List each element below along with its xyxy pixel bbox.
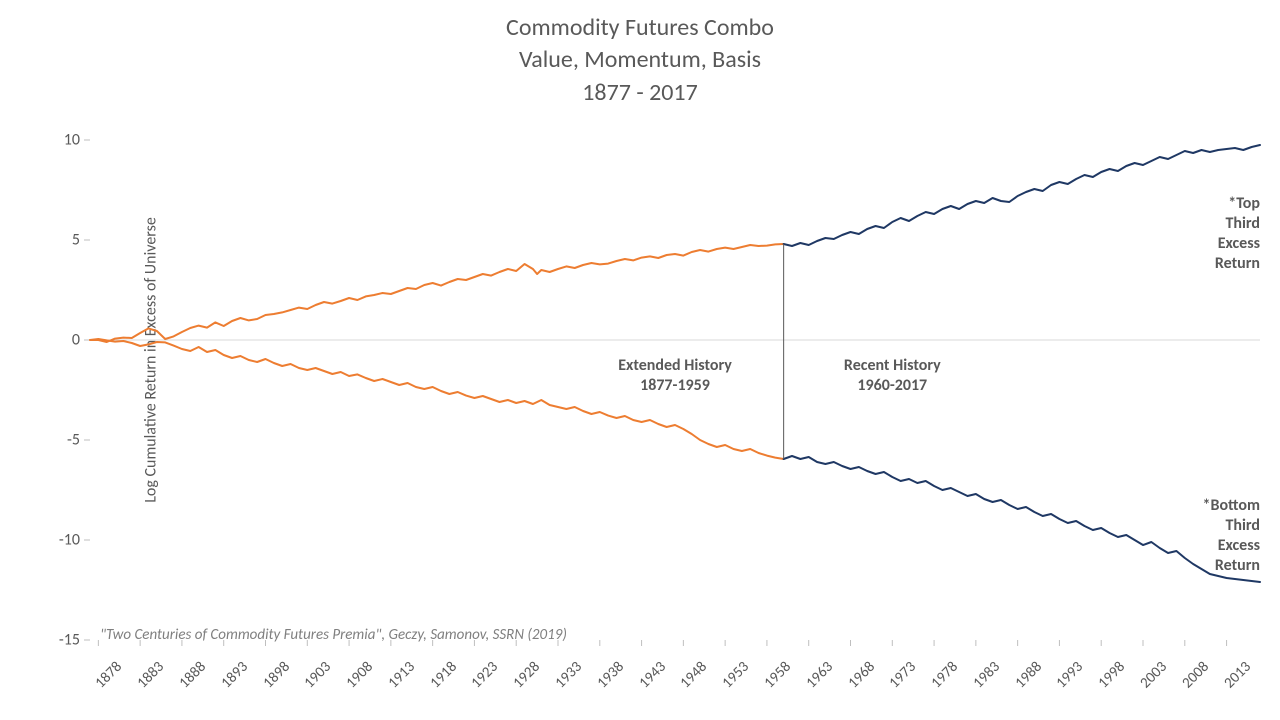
x-tick-label: 1993 <box>1053 658 1087 692</box>
x-tick-label: 2008 <box>1178 658 1212 692</box>
x-tick-label: 1953 <box>719 658 753 692</box>
y-tick-label: -5 <box>67 431 80 450</box>
x-tick-label: 1878 <box>92 658 126 692</box>
x-tick-label: 1963 <box>802 658 836 692</box>
x-tick-label: 1973 <box>886 658 920 692</box>
x-tick-label: 1933 <box>552 658 586 692</box>
x-tick-label: 1898 <box>259 658 293 692</box>
chart-container: Commodity Futures Combo Value, Momentum,… <box>0 0 1280 720</box>
x-tick-label: 2013 <box>1220 658 1254 692</box>
plot-area: -15-10-505101878188318881893189819031908… <box>90 140 1260 640</box>
y-tick-label: 10 <box>64 131 80 150</box>
x-tick-label: 1978 <box>928 658 962 692</box>
y-tick-label: -10 <box>59 531 80 550</box>
x-tick-label: 1948 <box>677 658 711 692</box>
x-tick-label: 2003 <box>1137 658 1171 692</box>
line-top-extended <box>90 244 784 342</box>
x-tick-label: 1968 <box>844 658 878 692</box>
x-tick-label: 1958 <box>761 658 795 692</box>
line-top-recent <box>784 145 1260 246</box>
line-bottom-recent <box>784 456 1260 582</box>
title-line-1: Commodity Futures Combo <box>0 12 1280 44</box>
title-line-3: 1877 - 2017 <box>0 77 1280 109</box>
x-tick-label: 1923 <box>468 658 502 692</box>
x-tick-label: 1903 <box>301 658 335 692</box>
x-tick-label: 1988 <box>1011 658 1045 692</box>
x-tick-label: 1928 <box>510 658 544 692</box>
annotation-recent-history: Recent History1960-2017 <box>844 356 941 396</box>
annotation-bottom-third: *Bottom ThirdExcess Return <box>1203 496 1261 576</box>
x-tick-label: 1893 <box>217 658 251 692</box>
chart-title: Commodity Futures Combo Value, Momentum,… <box>0 12 1280 109</box>
title-line-2: Value, Momentum, Basis <box>0 44 1280 76</box>
annotation-top-third: *Top ThirdExcess Return <box>1215 194 1260 274</box>
x-tick-label: 1883 <box>134 658 168 692</box>
x-tick-label: 1983 <box>970 658 1004 692</box>
x-tick-label: 1943 <box>635 658 669 692</box>
annotation-extended-history: Extended History1877-1959 <box>618 356 732 396</box>
x-tick-label: 1908 <box>343 658 377 692</box>
y-tick-label: 5 <box>72 231 80 250</box>
x-tick-label: 1938 <box>593 658 627 692</box>
source-footnote: "Two Centuries of Commodity Futures Prem… <box>100 626 567 644</box>
y-tick-label: 0 <box>72 331 80 350</box>
x-tick-label: 1998 <box>1095 658 1129 692</box>
x-tick-label: 1918 <box>426 658 460 692</box>
x-tick-label: 1888 <box>176 658 210 692</box>
x-tick-label: 1913 <box>385 658 419 692</box>
y-tick-label: -15 <box>59 631 80 650</box>
